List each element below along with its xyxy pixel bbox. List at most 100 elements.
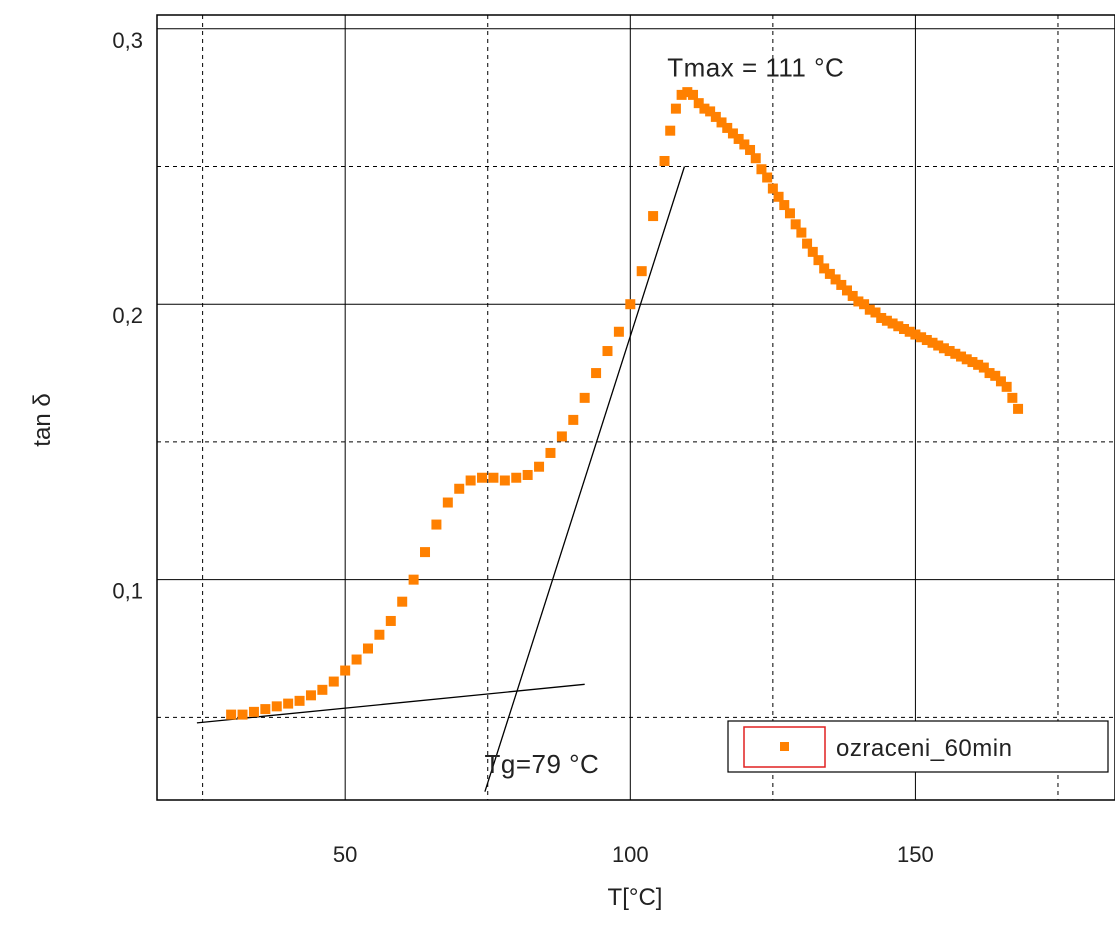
data-point: [790, 219, 801, 230]
data-point: [688, 89, 699, 100]
data-point: [956, 351, 967, 362]
data-points: [226, 87, 1024, 720]
data-point: [351, 654, 362, 665]
data-point: [454, 483, 465, 494]
x-tick-label: 100: [612, 842, 649, 867]
data-point: [1007, 392, 1018, 403]
data-point: [978, 362, 989, 373]
data-point: [465, 475, 476, 486]
data-point: [938, 343, 949, 354]
data-point: [796, 227, 807, 238]
data-point: [499, 475, 510, 486]
data-point: [727, 128, 738, 139]
data-point: [431, 519, 442, 530]
data-point: [317, 684, 328, 695]
data-point: [579, 392, 590, 403]
grid-minor-lines: [157, 15, 1115, 800]
data-point: [927, 337, 938, 348]
data-point: [511, 472, 522, 483]
data-point: [556, 431, 567, 442]
data-point: [773, 191, 784, 202]
legend-label: ozraceni_60min: [836, 735, 1012, 762]
annotation-label: Tg=79 °C: [484, 749, 599, 779]
y-tick-label: 0,2: [112, 303, 143, 328]
data-point: [807, 246, 818, 257]
annotation-label: Tmax = 111 °C: [667, 52, 844, 82]
x-axis-label: T[°C]: [608, 884, 663, 911]
data-point: [984, 368, 995, 379]
data-point: [802, 238, 813, 249]
data-point: [859, 299, 870, 310]
data-point: [248, 706, 259, 717]
data-point: [950, 348, 961, 359]
x-tick-labels: 50 100 150: [333, 842, 934, 867]
data-point: [745, 144, 756, 155]
y-tick-labels: 0,1 0,2 0,3: [112, 28, 143, 604]
data-point: [990, 370, 1001, 381]
tangent-line: [484, 166, 686, 792]
data-point: [933, 340, 944, 351]
data-point: [294, 695, 305, 706]
data-point: [477, 472, 488, 483]
data-point: [836, 279, 847, 290]
data-point: [591, 368, 602, 379]
data-point: [779, 200, 790, 211]
x-tick-label: 50: [333, 842, 357, 867]
data-point: [899, 324, 910, 334]
data-point: [876, 312, 887, 323]
data-point: [819, 263, 830, 274]
data-point: [602, 346, 613, 357]
data-point: [699, 103, 710, 114]
data-point: [670, 103, 681, 114]
data-point: [921, 335, 932, 346]
data-point: [995, 376, 1006, 387]
data-point: [420, 547, 431, 558]
data-point: [397, 596, 408, 607]
data-point: [870, 307, 881, 318]
data-point: [967, 357, 978, 368]
data-point: [716, 117, 727, 128]
data-point: [1013, 403, 1024, 414]
y-tick-label: 0,1: [112, 579, 143, 604]
data-point: [784, 208, 795, 219]
data-point: [488, 472, 499, 483]
data-point: [408, 574, 419, 585]
data-point: [534, 461, 545, 472]
data-point: [830, 274, 841, 285]
legend-marker: [780, 742, 789, 751]
y-tick-label: 0,3: [112, 28, 143, 53]
data-point: [973, 359, 984, 370]
data-point: [944, 346, 955, 357]
data-point: [881, 315, 892, 326]
data-point: [260, 704, 271, 715]
grid-major-lines: [157, 15, 1115, 800]
data-point: [1001, 381, 1012, 392]
data-point: [237, 709, 248, 720]
data-point: [893, 321, 904, 332]
data-point: [676, 89, 687, 100]
data-point: [665, 125, 676, 136]
data-point: [824, 268, 835, 279]
data-point: [722, 122, 733, 133]
data-point: [682, 87, 693, 98]
annotations: Tmax = 111 °C Tg=79 °C: [484, 52, 844, 779]
data-point: [522, 469, 533, 480]
data-point: [362, 643, 373, 654]
data-point: [340, 665, 351, 676]
data-point: [328, 676, 339, 687]
data-point: [442, 497, 453, 508]
data-point: [385, 615, 396, 626]
tangent-lines: [196, 166, 686, 792]
legend: ozraceni_60min: [727, 720, 1109, 773]
data-point: [739, 139, 750, 150]
data-point: [750, 153, 761, 164]
data-point: [305, 690, 316, 701]
data-point: [613, 326, 624, 337]
data-point: [226, 709, 237, 720]
data-point: [887, 318, 898, 329]
data-point: [648, 211, 659, 222]
data-point: [756, 164, 767, 175]
tangent-line: [196, 683, 585, 724]
data-point: [961, 354, 972, 365]
